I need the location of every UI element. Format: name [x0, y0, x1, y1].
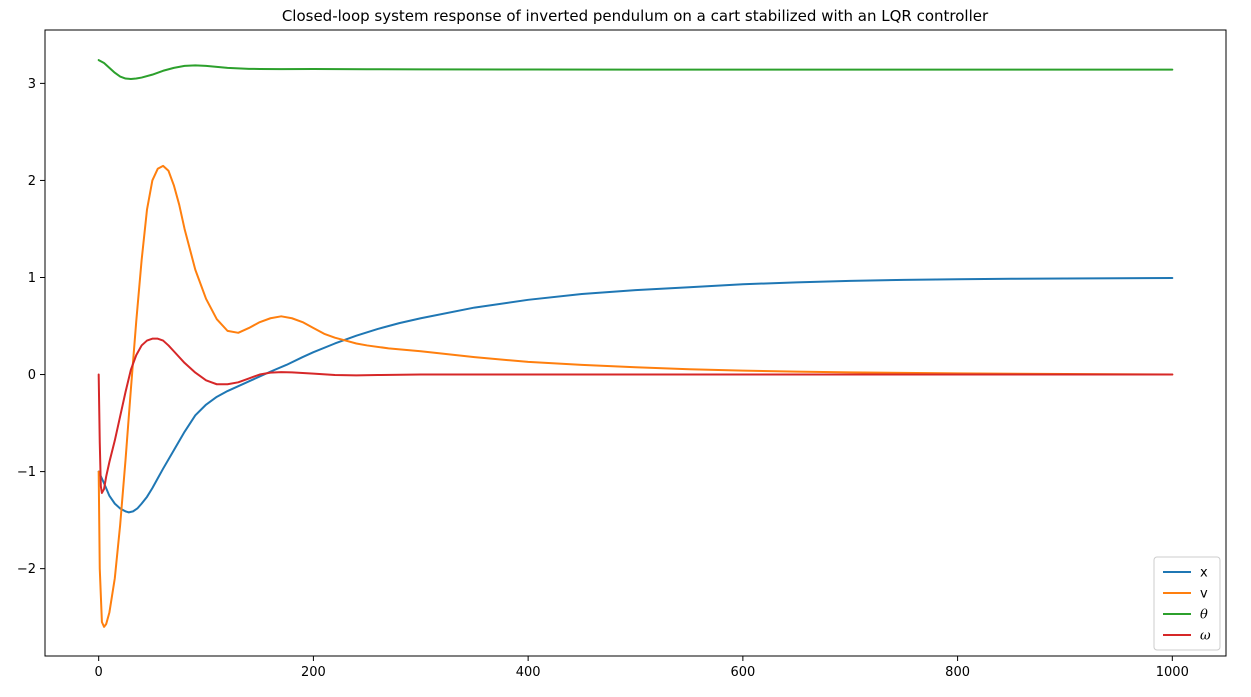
legend-label: x — [1200, 566, 1208, 581]
legend-label: ω — [1200, 629, 1211, 644]
x-tick-label: 400 — [516, 665, 541, 680]
y-tick-label: 2 — [28, 174, 36, 189]
series-layer — [97, 59, 1174, 628]
x-axis: 0 200 400 600 800 1000 — [95, 656, 1189, 680]
series-line-2 — [97, 164, 1174, 628]
y-tick-label: 1 — [28, 271, 36, 286]
y-tick-label: −2 — [17, 562, 36, 577]
series-line-3 — [97, 59, 1174, 81]
series-line-1 — [97, 276, 1174, 514]
x-tick-label: 200 — [301, 665, 326, 680]
y-axis: −2 −1 0 1 2 3 — [17, 77, 45, 577]
y-tick-label: 0 — [28, 368, 36, 383]
legend-box — [1153, 556, 1221, 651]
y-tick-label: −1 — [17, 465, 36, 480]
x-tick-label: 600 — [730, 665, 755, 680]
x-tick-label: 0 — [95, 665, 103, 680]
x-tick-label: 800 — [945, 665, 970, 680]
y-tick-label: 3 — [28, 77, 36, 92]
series-line-4 — [97, 337, 1174, 494]
plot-frame — [44, 29, 1227, 657]
legend-label: θ — [1200, 608, 1208, 623]
legend-label: v — [1200, 587, 1208, 602]
chart-title: Closed-loop system response of inverted … — [282, 7, 989, 25]
x-tick-label: 1000 — [1156, 665, 1189, 680]
